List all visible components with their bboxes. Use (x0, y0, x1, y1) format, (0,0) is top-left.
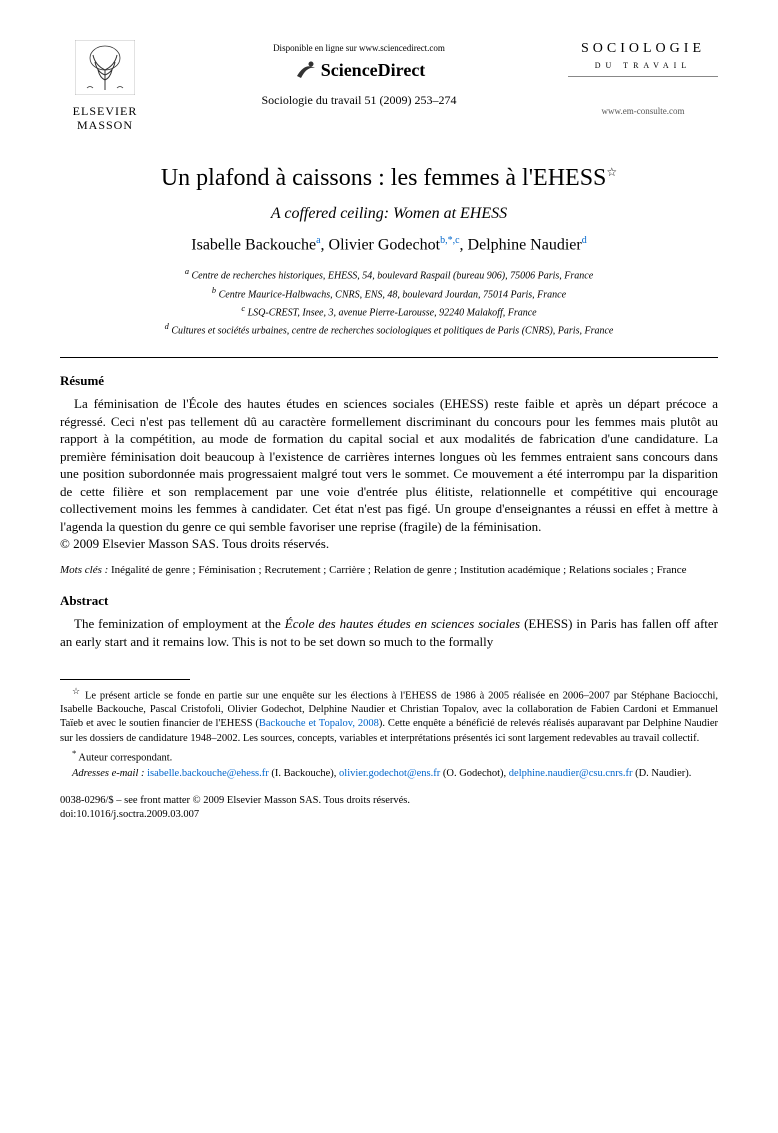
sciencedirect-swoosh-icon (293, 58, 317, 82)
email-link-2[interactable]: olivier.godechot@ens.fr (339, 768, 440, 779)
footnote-citation-link[interactable]: Backouche et Topalov, 2008 (259, 718, 379, 729)
affiliation-a: a Centre de recherches historiques, EHES… (60, 266, 718, 283)
asterisk-icon: * (72, 748, 76, 758)
publisher-name-line1: ELSEVIER (60, 104, 150, 118)
footer-line1: 0038-0296/$ – see front matter © 2009 El… (60, 794, 718, 808)
journal-title-1: SOCIOLOGIE (568, 40, 718, 59)
footnote-star: ☆ Le présent article se fonde en partie … (60, 686, 718, 746)
email-2-name: (O. Godechot) (443, 768, 504, 779)
affiliation-a-text: Centre de recherches historiques, EHESS,… (191, 271, 593, 282)
header-center: Disponible en ligne sur www.sciencedirec… (150, 40, 568, 109)
author-1: Isabelle Backouche (191, 237, 316, 254)
sciencedirect-name: ScienceDirect (321, 58, 426, 82)
email-link-1[interactable]: isabelle.backouche@ehess.fr (147, 768, 269, 779)
emails-label: Adresses e-mail : (72, 768, 145, 779)
resume-body: La féminisation de l'École des hautes ét… (60, 396, 718, 534)
title-section: Un plafond à caissons : les femmes à l'E… (60, 162, 718, 338)
resume-text: La féminisation de l'École des hautes ét… (60, 395, 718, 553)
mots-cles-label: Mots clés : (60, 564, 108, 576)
author-2-marks: b,*,c (440, 235, 459, 246)
journal-reference: Sociologie du travail 51 (2009) 253–274 (150, 92, 568, 108)
abstract-heading: Abstract (60, 592, 718, 610)
divider-1 (60, 357, 718, 358)
footer: 0038-0296/$ – see front matter © 2009 El… (60, 794, 718, 822)
star-icon: ☆ (72, 686, 81, 696)
elsevier-tree-logo (75, 40, 135, 95)
footnote-emails: Adresses e-mail : isabelle.backouche@ehe… (60, 767, 718, 781)
affiliation-c-text: LSQ-CREST, Insee, 3, avenue Pierre-Larou… (248, 307, 537, 318)
affiliation-b: b Centre Maurice-Halbwachs, CNRS, ENS, 4… (60, 285, 718, 302)
affiliations: a Centre de recherches historiques, EHES… (60, 266, 718, 338)
journal-title-box: SOCIOLOGIE DU TRAVAIL (568, 40, 718, 77)
affiliation-b-text: Centre Maurice-Halbwachs, CNRS, ENS, 48,… (219, 289, 566, 300)
footnotes: ☆ Le présent article se fonde en partie … (60, 686, 718, 782)
email-link-3[interactable]: delphine.naudier@csu.cnrs.fr (509, 768, 633, 779)
journal-url: www.em-consulte.com (568, 105, 718, 117)
footer-doi: doi:10.1016/j.soctra.2009.03.007 (60, 808, 718, 822)
publisher-block: ELSEVIER MASSON (60, 40, 150, 132)
sciencedirect-logo: ScienceDirect (150, 58, 568, 82)
email-1-name: (I. Backouche) (271, 768, 333, 779)
footnote-separator (60, 679, 190, 680)
page-container: ELSEVIER MASSON Disponible en ligne sur … (0, 0, 778, 852)
affiliation-c: c LSQ-CREST, Insee, 3, avenue Pierre-Lar… (60, 303, 718, 320)
affiliation-d: d Cultures et sociétés urbaines, centre … (60, 321, 718, 338)
journal-title-2: DU TRAVAIL (568, 61, 718, 72)
authors-line: Isabelle Backouchea, Olivier Godechotb,*… (60, 234, 718, 256)
header-row: ELSEVIER MASSON Disponible en ligne sur … (60, 40, 718, 132)
author-3: Delphine Naudier (468, 237, 582, 254)
publisher-name-line2: MASSON (60, 118, 150, 132)
article-title: Un plafond à caissons : les femmes à l'E… (60, 162, 718, 194)
abstract-italic: École des hautes études en sciences soci… (285, 616, 520, 631)
title-star-icon: ☆ (606, 165, 617, 179)
author-2: Olivier Godechot (329, 237, 441, 254)
affiliation-d-text: Cultures et sociétés urbaines, centre de… (171, 326, 613, 337)
author-3-marks: d (582, 235, 587, 246)
resume-heading: Résumé (60, 372, 718, 390)
article-subtitle: A coffered ceiling: Women at EHESS (60, 203, 718, 225)
footnote-corresponding: * Auteur correspondant. (60, 748, 718, 766)
abstract-text: The feminization of employment at the Éc… (60, 615, 718, 650)
corresponding-text: Auteur correspondant. (78, 752, 172, 763)
journal-block: SOCIOLOGIE DU TRAVAIL www.em-consulte.co… (568, 40, 718, 117)
resume-copyright: © 2009 Elsevier Masson SAS. Tous droits … (60, 536, 329, 551)
mots-cles: Mots clés : Inégalité de genre ; Féminis… (60, 563, 718, 578)
article-title-text: Un plafond à caissons : les femmes à l'E… (161, 165, 607, 191)
email-3-name: (D. Naudier). (635, 768, 691, 779)
availability-text: Disponible en ligne sur www.sciencedirec… (150, 42, 568, 54)
author-1-marks: a (316, 235, 320, 246)
mots-cles-text: Inégalité de genre ; Féminisation ; Recr… (111, 564, 686, 576)
abstract-p1: The feminization of employment at the (74, 616, 285, 631)
